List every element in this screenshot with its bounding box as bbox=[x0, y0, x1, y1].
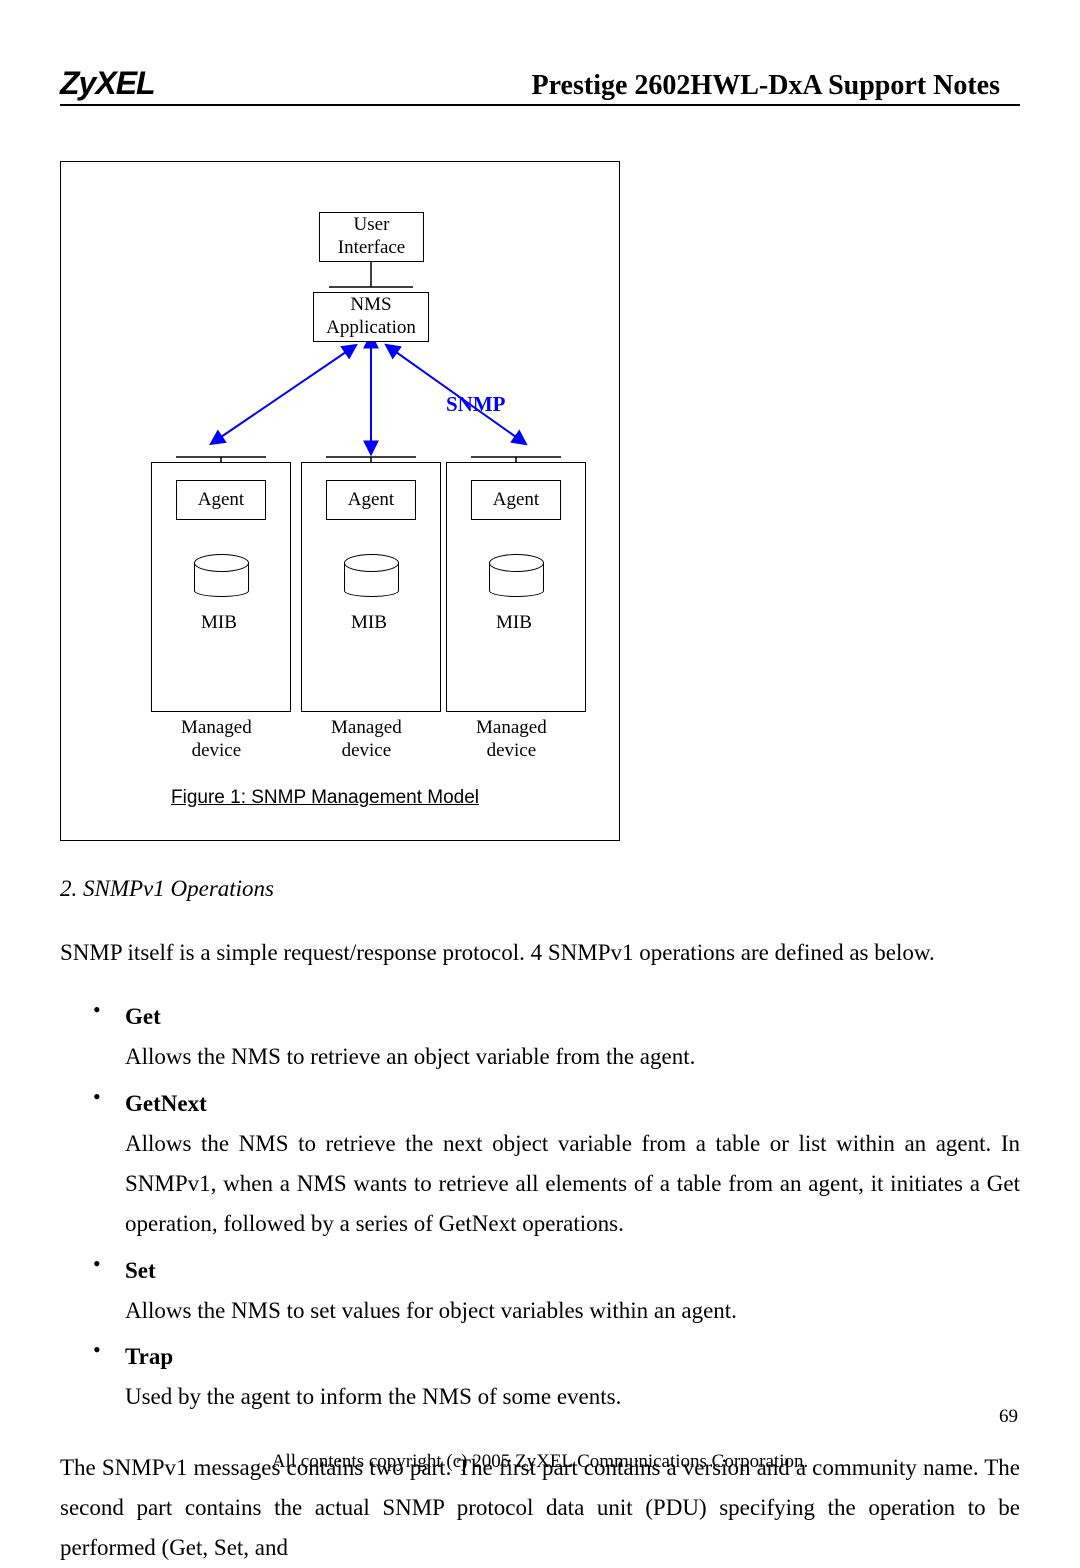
diagram-snmp-label: SNMP bbox=[446, 392, 506, 417]
op-desc: Used by the agent to inform the NMS of s… bbox=[125, 1377, 1020, 1417]
op-desc: Allows the NMS to retrieve an object var… bbox=[125, 1037, 1020, 1077]
diagram-cylinder-3 bbox=[489, 562, 544, 597]
diagram-cylinder-2 bbox=[344, 562, 399, 597]
list-item: Trap Used by the agent to inform the NMS… bbox=[125, 1337, 1020, 1418]
list-item: Set Allows the NMS to set values for obj… bbox=[125, 1251, 1020, 1332]
diagram-caption: Figure 1: SNMP Management Model bbox=[171, 787, 479, 809]
diagram-managed-label-2: Manageddevice bbox=[331, 717, 402, 763]
diagram-mib-label-3: MIB bbox=[496, 612, 532, 634]
section-heading: 2. SNMPv1 Operations bbox=[60, 876, 1020, 902]
page-number: 69 bbox=[999, 1406, 1018, 1428]
list-item: GetNext Allows the NMS to retrieve the n… bbox=[125, 1084, 1020, 1245]
op-desc: Allows the NMS to set values for object … bbox=[125, 1291, 1020, 1331]
page-header: ZyXEL Prestige 2602HWL-DxA Support Notes bbox=[60, 65, 1020, 106]
operations-list: Get Allows the NMS to retrieve an object… bbox=[60, 997, 1020, 1418]
op-name: GetNext bbox=[125, 1084, 1020, 1124]
diagram-box-user-interface: UserInterface bbox=[319, 212, 424, 262]
diagram-box-agent-2: Agent bbox=[326, 480, 416, 520]
logo: ZyXEL bbox=[60, 65, 155, 102]
footer-copyright: All contents copyright (c) 2005 ZyXEL Co… bbox=[0, 1451, 1080, 1473]
diagram-managed-label-3: Manageddevice bbox=[476, 717, 547, 763]
diagram-box-agent-1: Agent bbox=[176, 480, 266, 520]
op-name: Get bbox=[125, 997, 1020, 1037]
diagram-box-nms-app: NMSApplication bbox=[313, 292, 429, 342]
diagram-mib-label-2: MIB bbox=[351, 612, 387, 634]
diagram-mib-label-1: MIB bbox=[201, 612, 237, 634]
document-title: Prestige 2602HWL-DxA Support Notes bbox=[532, 70, 1020, 102]
intro-paragraph: SNMP itself is a simple request/response… bbox=[60, 937, 1020, 969]
diagram-cylinder-1 bbox=[194, 562, 249, 597]
snmp-diagram: UserInterface NMSApplication SNMP Agent … bbox=[60, 161, 620, 841]
op-name: Set bbox=[125, 1251, 1020, 1291]
op-desc: Allows the NMS to retrieve the next obje… bbox=[125, 1124, 1020, 1245]
list-item: Get Allows the NMS to retrieve an object… bbox=[125, 997, 1020, 1078]
op-name: Trap bbox=[125, 1337, 1020, 1377]
diagram-box-agent-3: Agent bbox=[471, 480, 561, 520]
diagram-managed-label-1: Manageddevice bbox=[181, 717, 252, 763]
